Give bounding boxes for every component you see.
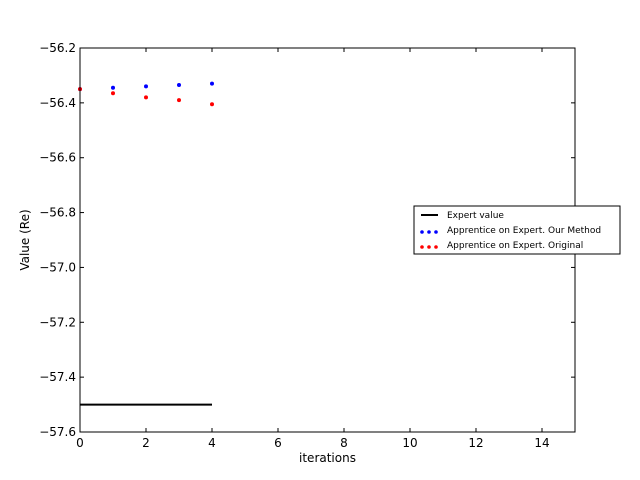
x-tick-label: 6: [274, 436, 282, 450]
x-tick-label: 4: [208, 436, 216, 450]
legend-swatch-point: [420, 230, 424, 234]
legend-swatch-point: [434, 245, 438, 249]
point-our-method: [144, 84, 148, 89]
point-our-method: [210, 81, 214, 86]
legend-swatch-point: [427, 245, 431, 249]
point-original: [144, 95, 148, 100]
legend-label: Apprentice on Expert. Original: [447, 241, 583, 251]
point-our-method: [177, 83, 181, 88]
ticks-layer: 0 2 4 6 8 10 12 14 −56.2 −56.4 −56.6 −56.8 −57.0 −57.…: [39, 41, 575, 450]
y-tick-label: −57.0: [39, 260, 76, 274]
x-tick-label: 2: [142, 436, 150, 450]
point-original: [177, 98, 181, 103]
y-tick-label: −56.2: [39, 41, 76, 55]
point-our-method: [111, 85, 115, 90]
x-tick-label: 12: [468, 436, 483, 450]
y-axis-label: Value (Re): [18, 209, 32, 270]
point-original: [210, 102, 214, 107]
y-tick-label: −56.6: [39, 151, 76, 165]
legend: Expert value Apprentice on Expert. Our Me…: [413, 205, 621, 255]
legend-label: Expert value: [447, 211, 504, 221]
x-tick-label: 14: [534, 436, 549, 450]
legend-box: [413, 205, 621, 255]
legend-swatch-point: [434, 230, 438, 234]
legend-swatch-point: [420, 245, 424, 249]
point-original: [111, 91, 115, 96]
x-tick-label: 0: [76, 436, 84, 450]
legend-swatch-point: [427, 230, 431, 234]
y-tick-label: −57.4: [39, 370, 76, 384]
y-tick-label: −57.6: [39, 425, 76, 439]
x-tick-label: 10: [402, 436, 417, 450]
x-axis-label: iterations: [299, 451, 356, 465]
legend-label: Apprentice on Expert. Our Method: [447, 226, 601, 236]
y-tick-label: −57.2: [39, 315, 76, 329]
y-tick-label: −56.4: [39, 96, 76, 110]
x-tick-label: 8: [340, 436, 348, 450]
y-tick-label: −56.8: [39, 206, 76, 220]
